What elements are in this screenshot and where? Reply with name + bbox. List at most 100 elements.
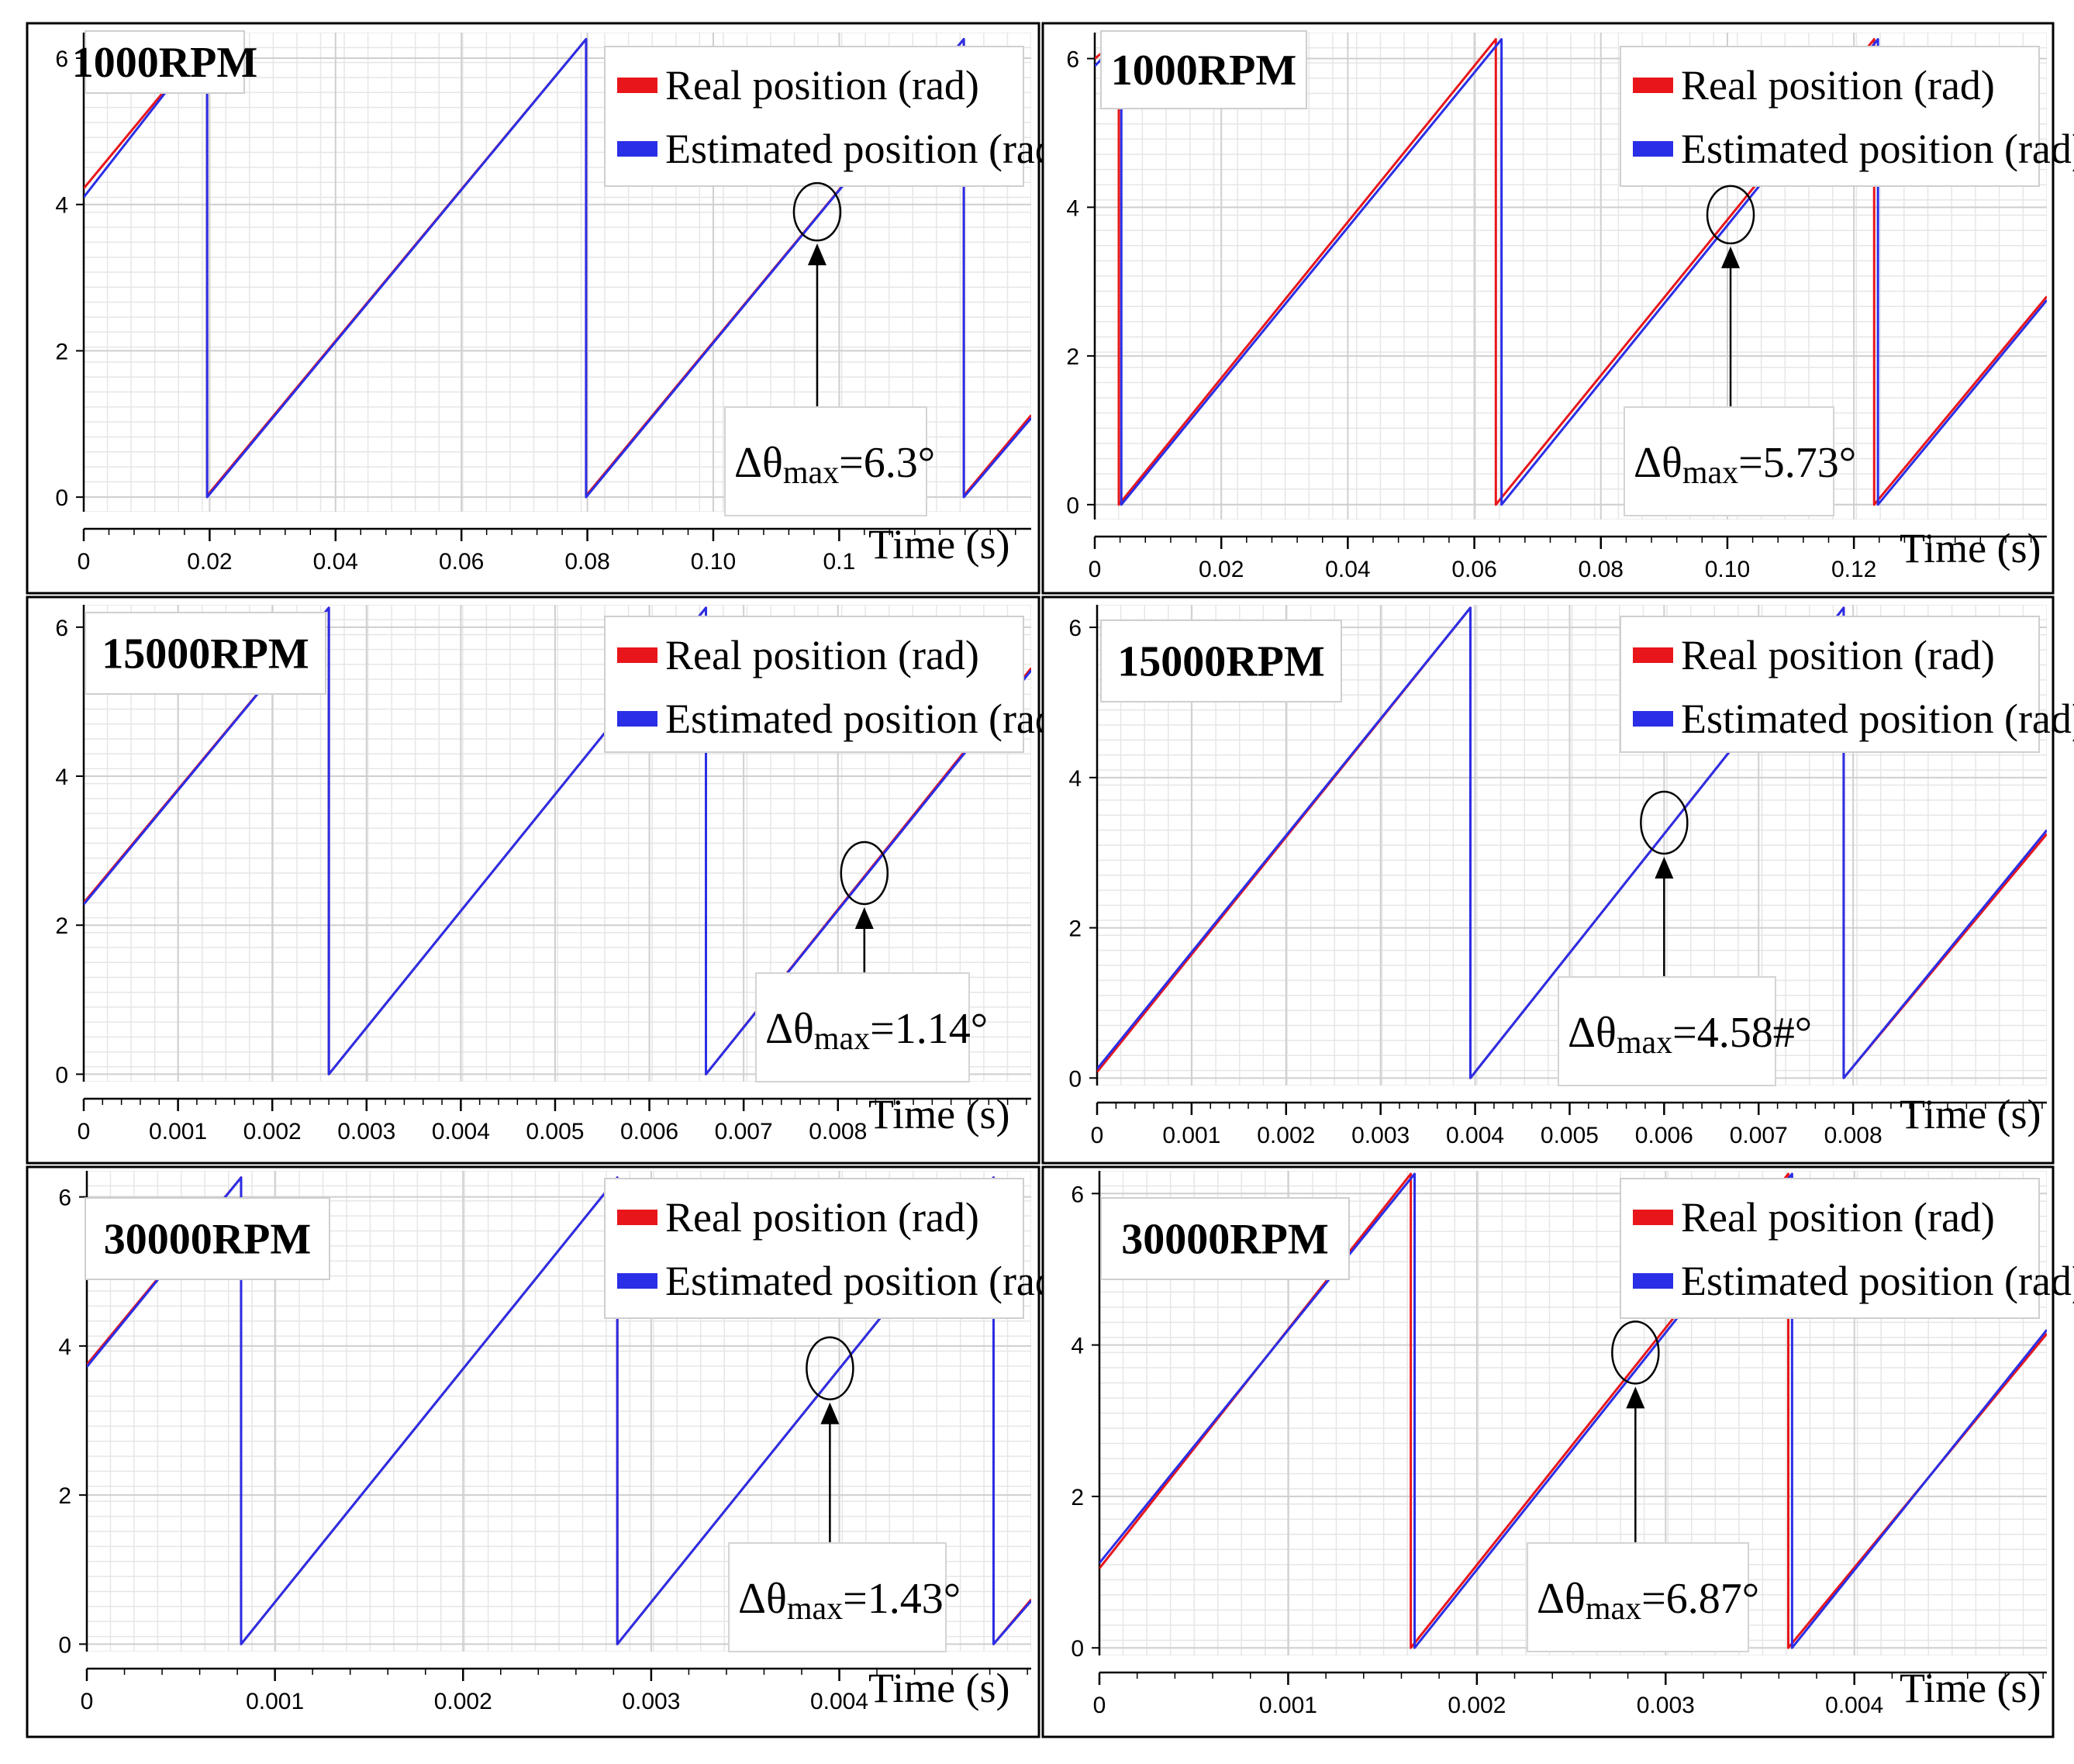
annotation-label: Δθmax=6.3° [734, 439, 935, 491]
annotation-arrowhead [854, 906, 874, 929]
x-tick-label: 0.02 [187, 549, 232, 575]
legend-box [604, 46, 1024, 187]
annotation-box [755, 972, 970, 1082]
x-tick-label: 0.008 [809, 1119, 867, 1144]
y-tick-label: 2 [55, 913, 68, 939]
x-tick-label: 0.08 [1579, 557, 1624, 582]
legend-swatch-real [1633, 1210, 1673, 1225]
y-tick-label: 0 [1066, 493, 1079, 519]
x-tick-label: 0.002 [1448, 1693, 1506, 1718]
x-tick-label: 0.007 [715, 1119, 773, 1144]
y-tick-label: 6 [55, 616, 68, 641]
legend-swatch-real [1633, 647, 1673, 663]
x-tick-label: 0 [81, 1689, 94, 1714]
x-tick-label: 0.001 [246, 1689, 304, 1714]
x-axis-label: Time (s) [868, 521, 1010, 568]
annotation-circle [1611, 1320, 1660, 1385]
x-tick-label: 0.005 [526, 1119, 584, 1144]
x-axis-label: Time (s) [1900, 1665, 2041, 1711]
speed-label-box [1100, 30, 1307, 109]
x-tick-label: 0.001 [149, 1119, 207, 1144]
speed-label: 1000RPM [72, 39, 258, 87]
annotation-box [724, 406, 927, 516]
x-tick-label: 0.08 [564, 549, 609, 575]
legend-swatch-real [617, 1210, 657, 1225]
x-tick-label: 0.002 [434, 1689, 492, 1714]
legend-label-estimated: Estimated position (rad) [665, 696, 1070, 742]
panel-left-15000: 0 2 4 6 0 0.001 0.002 0.003 0.004 0.005 0.006 0.007… [26, 595, 1070, 1165]
legend-label-estimated: Estimated position (rad) [665, 126, 1070, 172]
x-tick-label: 0.003 [1637, 1693, 1695, 1718]
annotation-circle [840, 841, 889, 906]
y-tick-label: 0 [58, 1632, 71, 1658]
legend-label-estimated: Estimated position (rad) [1681, 1258, 2074, 1304]
x-tick-label: 0.002 [243, 1119, 302, 1144]
legend-box [1620, 1178, 2040, 1319]
x-tick-label: 0.005 [1541, 1123, 1599, 1148]
y-tick-label: 4 [1066, 195, 1079, 221]
x-axis-label: Time (s) [868, 1665, 1010, 1711]
x-tick-label: 0.04 [313, 549, 358, 575]
annotation-circle [792, 181, 842, 242]
x-tick-label: 0.003 [337, 1119, 395, 1144]
legend-swatch-estimated [617, 1273, 657, 1289]
legend-box [604, 1178, 1024, 1319]
y-tick-label: 4 [55, 193, 68, 219]
x-tick-label: 0 [1091, 1123, 1104, 1148]
y-tick-label: 0 [55, 485, 68, 511]
annotation-arrowhead [820, 1402, 840, 1424]
x-axis-label: Time (s) [1900, 525, 2041, 571]
y-tick-label: 0 [1068, 1066, 1082, 1092]
x-tick-label: 0.004 [432, 1119, 490, 1144]
speed-label-box [85, 1197, 330, 1280]
legend-box [604, 616, 1024, 753]
x-tick-label: 0.001 [1162, 1123, 1220, 1148]
annotation-circle [806, 1336, 854, 1400]
annotation-box [1527, 1542, 1749, 1652]
legend-label-real: Real position (rad) [665, 1194, 979, 1241]
x-tick-label: 0.001 [1259, 1693, 1317, 1718]
x-tick-label: 0.002 [1257, 1123, 1315, 1148]
annotation-arrowhead [1626, 1386, 1645, 1409]
y-tick-label: 0 [55, 1062, 68, 1088]
legend-swatch-estimated [617, 711, 657, 727]
speed-label: 15000RPM [1117, 638, 1325, 686]
annotation-circle [1706, 185, 1755, 245]
x-tick-label: 0.006 [620, 1119, 678, 1144]
speed-label: 1000RPM [1111, 47, 1297, 95]
annotation-arrowhead [1721, 246, 1741, 268]
speed-label-box [1100, 620, 1342, 702]
x-tick-label: 0.003 [1351, 1123, 1410, 1148]
annotation-label: Δθmax=1.43° [738, 1575, 961, 1627]
x-tick-label: 0.02 [1199, 557, 1244, 582]
annotation-label: Δθmax=4.58#° [1568, 1009, 1812, 1061]
y-tick-label: 0 [1071, 1636, 1084, 1662]
annotation-arrowhead [807, 243, 826, 266]
y-tick-label: 2 [1066, 344, 1079, 370]
y-tick-label: 6 [1068, 616, 1082, 641]
y-tick-label: 4 [1071, 1334, 1084, 1359]
legend-label-real: Real position (rad) [1681, 632, 1995, 678]
grid [1095, 33, 2047, 520]
y-tick-label: 6 [58, 1186, 71, 1211]
annotation-label: Δθmax=1.14° [765, 1005, 988, 1057]
x-tick-label: 0.06 [1451, 557, 1496, 582]
x-tick-label: 0.004 [1446, 1123, 1504, 1148]
grid [87, 1171, 1031, 1652]
legend-box [1620, 46, 2040, 187]
x-tick-label: 0.004 [810, 1689, 868, 1714]
x-tick-label: 0.007 [1730, 1123, 1788, 1148]
legend-label-real: Real position (rad) [665, 62, 979, 109]
x-axis-label: Time (s) [1900, 1091, 2041, 1137]
annotation-label: Δθmax=6.87° [1537, 1575, 1759, 1627]
y-tick-label: 2 [1068, 917, 1082, 942]
annotation-box [728, 1542, 947, 1652]
speed-label-box [85, 30, 245, 94]
annotation-arrowhead [1655, 856, 1674, 879]
legend-swatch-estimated [617, 141, 657, 157]
legend-label-real: Real position (rad) [665, 632, 979, 678]
x-tick-label: 0.12 [1831, 557, 1876, 582]
x-tick-label: 0 [1093, 1693, 1106, 1718]
x-tick-label: 0.006 [1635, 1123, 1693, 1148]
x-tick-label: 0 [1089, 557, 1102, 582]
